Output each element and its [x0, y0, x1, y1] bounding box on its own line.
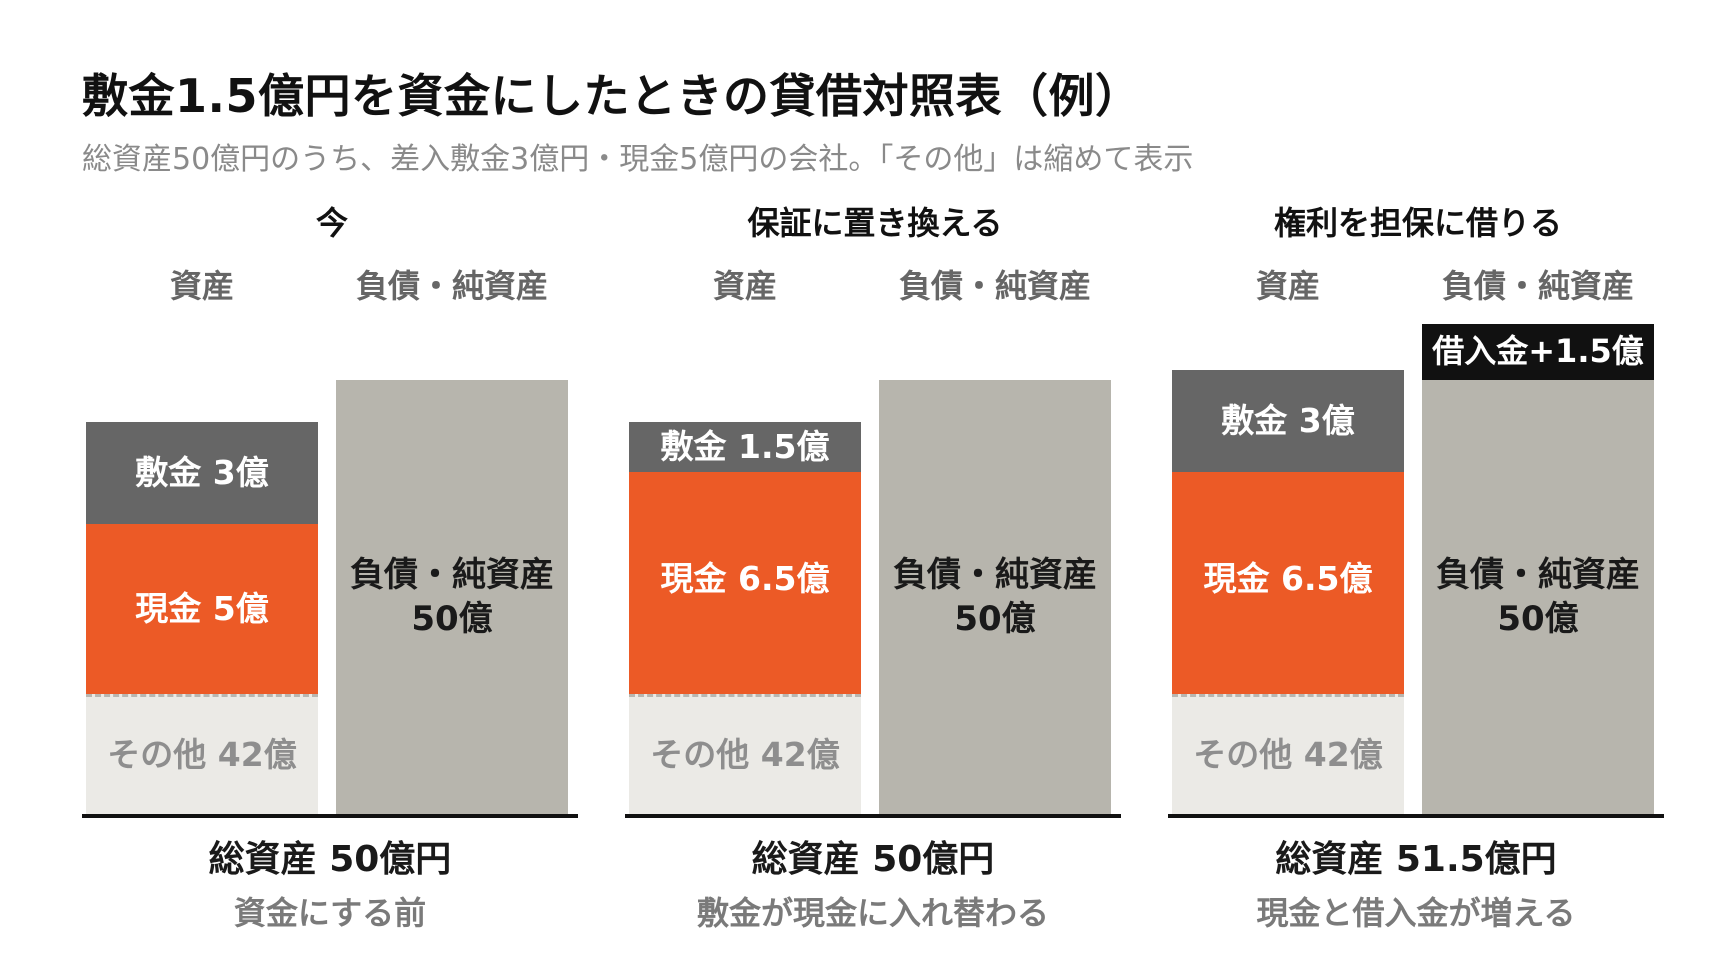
bar-segment-cash: 現金 6.5億: [629, 472, 861, 694]
bar-segment-loan: 借入金+1.5億: [1422, 324, 1654, 380]
total-assets-label: 総資産 51.5億円: [1275, 839, 1557, 880]
bar-segment-cash: 現金 6.5億: [1172, 472, 1404, 694]
panel-note: 敷金が現金に入れ替わる: [696, 894, 1049, 932]
bar-segment-liabilities: 負債・純資産 50億: [879, 380, 1111, 814]
balance-sheet-panel: 保証に置き換える資産 負債・純資産敷金 1.5億 現金 6.5億 その他 42億 負債・…: [625, 0, 1125, 976]
total-assets-label: 総資産 50億円: [208, 839, 452, 880]
bar-segment-shikikin: 敷金 3億: [1172, 370, 1404, 472]
balance-sheet-panel: 権利を担保に借りる資産 負債・純資産敷金 3億 現金 6.5億 その他 42億 負債・純…: [1168, 0, 1668, 976]
column-header-liabilities: 負債・純資産: [898, 267, 1091, 305]
chart-baseline: [1168, 814, 1664, 818]
column-header-assets: 資産: [712, 267, 777, 305]
chart-baseline: [625, 814, 1121, 818]
bar-segment-other: その他 42億: [86, 694, 318, 814]
column-header-assets: 資産: [169, 267, 234, 305]
panel-note: 資金にする前: [233, 894, 427, 932]
bar-segment-shikikin: 敷金 3億: [86, 422, 318, 524]
column-header-liabilities: 負債・純資産: [355, 267, 548, 305]
bar-segment-shikikin: 敷金 1.5億: [629, 422, 861, 472]
bar-segment-liabilities: 負債・純資産 50億: [336, 380, 568, 814]
bar-segment-cash: 現金 5億: [86, 524, 318, 694]
panel-title: 今: [315, 204, 348, 242]
bar-segment-liabilities: 負債・純資産 50億: [1422, 380, 1654, 814]
chart-subtitle: 総資産50億円のうち、差入敷金3億円・現金5億円の会社。「その他」は縮めて表示: [82, 142, 1194, 177]
column-header-assets: 資産: [1255, 267, 1320, 305]
total-assets-label: 総資産 50億円: [751, 839, 995, 880]
bar-segment-other: その他 42億: [1172, 694, 1404, 814]
bar-segment-other: その他 42億: [629, 694, 861, 814]
panel-note: 現金と借入金が増える: [1256, 894, 1576, 932]
balance-sheet-panel: 今資産 負債・純資産敷金 3億 現金 5億 その他 42億 負債・純資産 50億総資産 …: [82, 0, 582, 976]
chart-title: 敷金1.5億円を資金にしたときの貸借対照表（例）: [82, 69, 1142, 123]
column-header-liabilities: 負債・純資産: [1441, 267, 1634, 305]
panel-title: 権利を担保に借りる: [1273, 204, 1562, 242]
panel-title: 保証に置き換える: [747, 204, 1003, 242]
chart-baseline: [82, 814, 578, 818]
